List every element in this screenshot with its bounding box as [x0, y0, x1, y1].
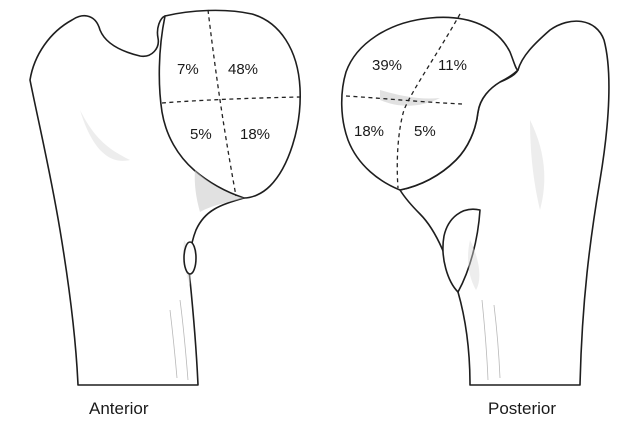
posterior-inferior-medial-percent: 18% — [354, 123, 384, 140]
posterior-inferior-lateral-percent: 5% — [414, 123, 436, 140]
posterior-superior-lateral-percent: 11% — [438, 57, 467, 74]
posterior-femoral-head — [340, 16, 519, 191]
posterior-view-label: Posterior — [488, 399, 556, 418]
anterior-superior-medial-percent: 7% — [177, 61, 199, 78]
anterior-view: 7% 48% 5% 18% Anterior — [29, 9, 301, 418]
anterior-inferior-lateral-percent: 18% — [240, 126, 270, 143]
anterior-femoral-head — [158, 9, 301, 199]
anterior-inferior-medial-percent: 5% — [190, 126, 212, 143]
posterior-view: 39% 11% 18% 5% Posterior — [340, 13, 610, 418]
anterior-superior-lateral-percent: 48% — [228, 61, 258, 78]
posterior-superior-medial-percent: 39% — [372, 57, 402, 74]
anterior-vertical-divider — [207, 9, 237, 197]
anterior-horizontal-divider — [161, 96, 301, 104]
posterior-horizontal-divider — [345, 95, 463, 105]
anterior-view-label: Anterior — [89, 399, 149, 418]
